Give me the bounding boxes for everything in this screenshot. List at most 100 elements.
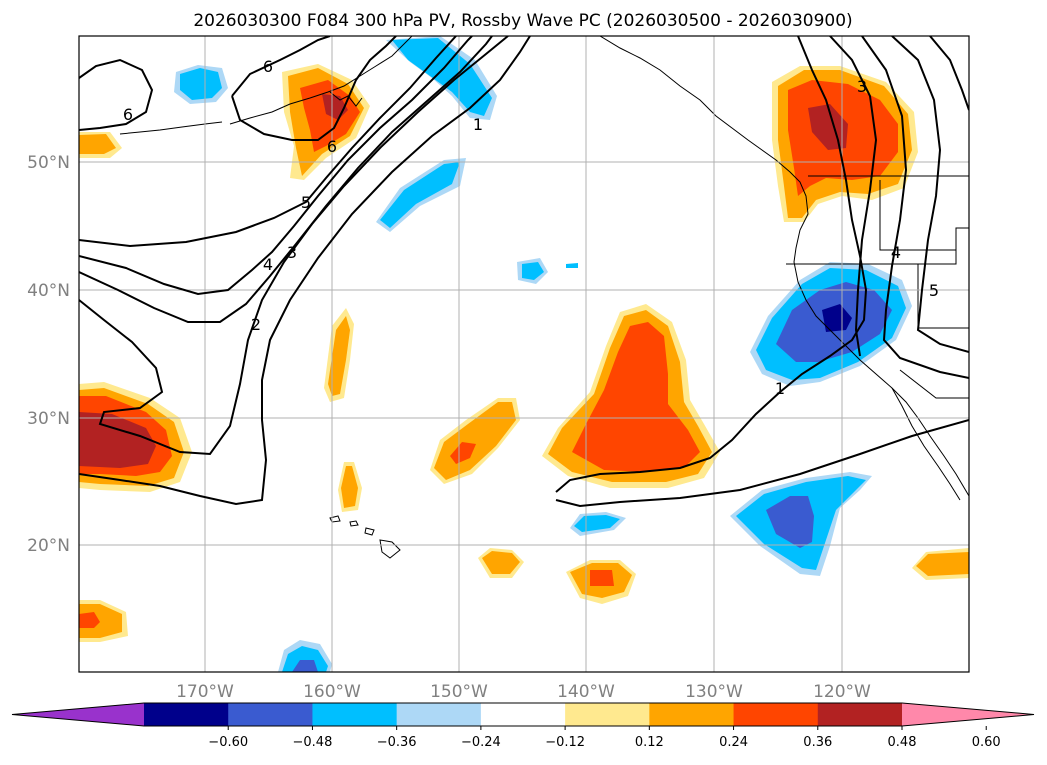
border-idaho — [879, 180, 956, 251]
colorbar-tick-label: 0.36 — [803, 735, 832, 750]
colorbar-swatch — [480, 703, 566, 726]
pv-contour-5 — [79, 36, 457, 248]
map-layers: 6 6 6 5 4 3 2 1 3 4 5 1 — [79, 36, 969, 672]
colorbar-tick-label: −0.60 — [208, 735, 248, 750]
colorbar-tick-label: 0.24 — [719, 735, 748, 750]
colorbar-extend-min — [12, 703, 144, 726]
anomaly-positive-central-inner — [572, 322, 700, 472]
colorbar-tick-label: −0.12 — [545, 735, 585, 750]
colorbar-tick-label: 0.12 — [635, 735, 664, 750]
anomaly-positive-hawaii-north-core — [341, 466, 358, 508]
colorbar-tick-label: 0.60 — [972, 735, 1001, 750]
anomaly-positive-west-subtropic-core — [79, 412, 156, 468]
anomaly-negative-alaska-core — [392, 38, 492, 116]
colorbar-swatch — [228, 703, 313, 726]
lat-label-50n: 50°N — [27, 153, 70, 173]
anomaly-positive-west-edge-core — [79, 134, 116, 154]
colorbar-tick-label: −0.48 — [293, 735, 333, 750]
anomaly-negative-california-core — [822, 304, 852, 332]
pv-label: 1 — [775, 379, 785, 398]
colorbar-extend-max — [902, 703, 1034, 726]
colorbar: −0.60 −0.48 −0.36 −0.24 −0.12 0.12 0.24 0.36 0.4… — [11, 702, 1035, 750]
coast-hawaii-kauai — [329, 515, 341, 523]
pv-label: 6 — [263, 57, 273, 76]
pv-contour-4 — [79, 36, 473, 296]
longitude-labels: 170°W 160°W 150°W 140°W 130°W 120°W — [176, 682, 871, 702]
colorbar-swatch — [396, 703, 482, 726]
anomaly-positive-south-b-core — [590, 570, 614, 586]
pv-label: 3 — [857, 77, 867, 96]
colorbar-tick-label: −0.24 — [461, 735, 501, 750]
pv-label: 4 — [263, 255, 273, 274]
pv-label: 5 — [301, 193, 311, 212]
pv-contour-4-east — [861, 36, 969, 379]
anomaly-positive-south-a-core — [482, 551, 520, 574]
border-oregon — [786, 227, 969, 265]
pv-contour-2 — [79, 36, 509, 456]
pv-contour-6-east — [929, 36, 969, 111]
coast-hawaii-big-island — [379, 539, 401, 559]
colorbar-swatch — [144, 703, 229, 726]
pv-contour-labels: 6 6 6 5 4 3 2 1 3 4 5 1 — [123, 57, 939, 398]
coast-kodiak — [329, 91, 363, 107]
coast-alaska — [229, 36, 413, 125]
lat-label-20n: 20°N — [27, 536, 70, 556]
pv-contour-1-south — [555, 419, 969, 508]
pv-label: 6 — [123, 105, 133, 124]
lon-label-160w: 160°W — [303, 682, 361, 702]
map-title: 2026030300 F084 300 hPa PV, Rossby Wave … — [193, 11, 852, 31]
coastlines — [119, 36, 969, 559]
lon-label-130w: 130°W — [685, 682, 743, 702]
pv-contour-6-west — [79, 58, 154, 131]
anomaly-positive-narrow-core — [328, 316, 350, 396]
coast-hawaii-oahu — [349, 520, 359, 527]
anomaly-positive-east-edge-core — [916, 552, 969, 576]
anomaly-positive-southwest-core — [79, 612, 100, 628]
anomaly-positive-southwest-mid — [79, 604, 122, 638]
anomaly-negative-small-a-core — [522, 262, 544, 280]
pv-label: 1 — [473, 115, 483, 134]
colorbar-tick-label: 0.48 — [888, 735, 917, 750]
colorbar-swatch — [733, 703, 819, 726]
pv-contour-5-east — [891, 36, 969, 353]
pv-contour-1 — [79, 36, 531, 506]
colorbar-swatch — [649, 703, 735, 726]
lat-label-40n: 40°N — [27, 281, 70, 301]
pv-contour-6-aleutian — [231, 36, 397, 141]
colorbar-swatch — [565, 703, 650, 726]
colorbar-tick-label: −0.36 — [377, 735, 417, 750]
pv-contours — [79, 36, 969, 508]
colorbar-swatch — [312, 703, 398, 726]
anomaly-negative-bottom-mid — [282, 646, 328, 672]
pv-label: 5 — [929, 281, 939, 300]
coast-baja — [891, 387, 961, 501]
anomaly-negative-small-b — [566, 263, 578, 268]
coast-aleutians — [119, 121, 223, 135]
colorbar-outline — [11, 702, 1035, 727]
lon-label-150w: 150°W — [430, 682, 488, 702]
anomaly-negative-nw-core — [180, 68, 222, 100]
coast-hawaii-maui — [364, 527, 375, 536]
anomaly-negative-bottom-core — [292, 660, 318, 672]
map-frame — [78, 35, 970, 673]
anomaly-negative-southeast-inner — [766, 496, 814, 548]
pv-label: 6 — [327, 137, 337, 156]
pv-label: 4 — [891, 243, 901, 262]
lon-label-140w: 140°W — [557, 682, 615, 702]
pv-contour-1-east — [555, 36, 868, 493]
pv-contour-3 — [79, 36, 493, 323]
border-us-mexico — [899, 369, 969, 399]
lon-label-170w: 170°W — [176, 682, 234, 702]
lon-label-120w: 120°W — [813, 682, 871, 702]
gridlines — [79, 36, 969, 672]
coast-west-north-america — [599, 36, 969, 497]
pv-contour-3-east — [829, 36, 878, 357]
colorbar-swatch — [817, 703, 903, 726]
lat-label-30n: 30°N — [27, 409, 70, 429]
pv-label: 3 — [287, 243, 297, 262]
latitude-labels: 50°N 40°N 30°N 20°N — [27, 153, 70, 556]
anomaly-negative-mid-north-core — [380, 162, 460, 228]
anomaly-positive-mid-south-core — [450, 442, 476, 464]
pv-label: 2 — [251, 315, 261, 334]
